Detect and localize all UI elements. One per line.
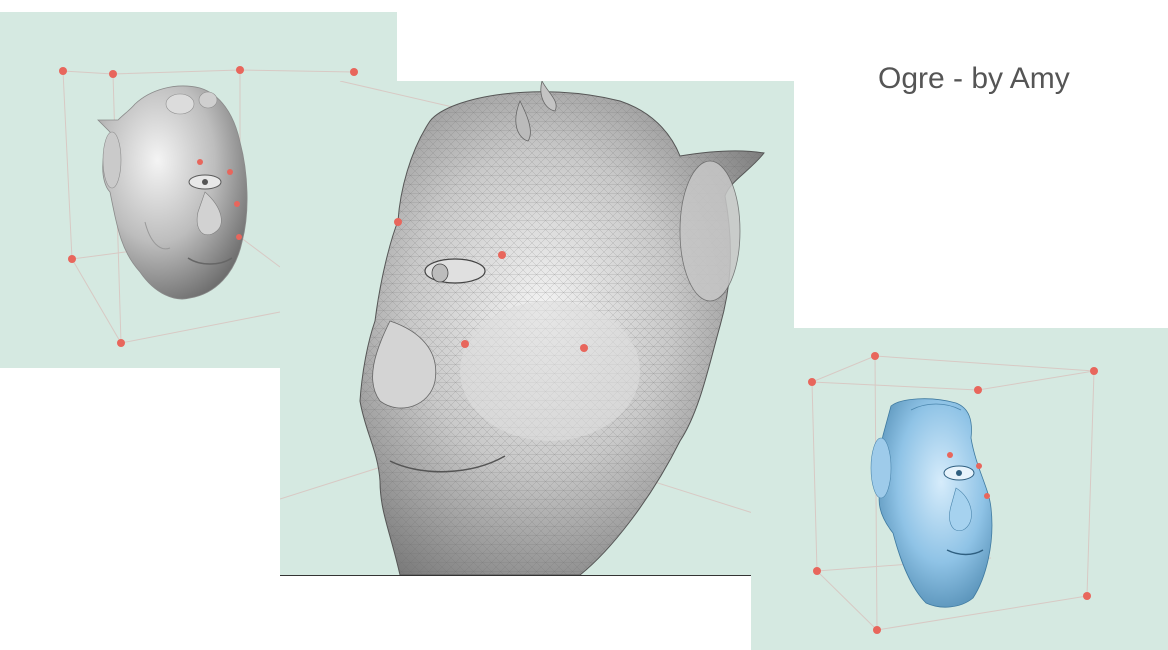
viewport-center[interactable] <box>280 81 794 576</box>
control-point[interactable] <box>974 386 982 394</box>
control-point[interactable] <box>59 67 67 75</box>
viewport-right-canvas[interactable] <box>751 328 1168 650</box>
control-point[interactable] <box>871 352 879 360</box>
control-point[interactable] <box>580 344 588 352</box>
ogre-head-smooth <box>97 85 248 300</box>
control-points[interactable] <box>394 218 588 352</box>
viewport-right[interactable] <box>751 328 1168 650</box>
control-point[interactable] <box>1083 592 1091 600</box>
control-point[interactable] <box>947 452 953 458</box>
control-point[interactable] <box>498 251 506 259</box>
ogre-head-deformed <box>870 398 993 608</box>
control-point[interactable] <box>236 234 242 240</box>
page-title: Ogre - by Amy <box>878 62 1070 95</box>
ogre-head-wireframe <box>359 81 765 575</box>
control-point[interactable] <box>227 169 233 175</box>
control-point[interactable] <box>109 70 117 78</box>
control-points[interactable] <box>59 66 358 347</box>
control-points[interactable] <box>808 352 1098 634</box>
control-point[interactable] <box>461 340 469 348</box>
viewport-center-canvas[interactable] <box>280 81 794 575</box>
control-point[interactable] <box>236 66 244 74</box>
control-point[interactable] <box>808 378 816 386</box>
control-point[interactable] <box>234 201 240 207</box>
control-point[interactable] <box>350 68 358 76</box>
control-point[interactable] <box>873 626 881 634</box>
control-point[interactable] <box>68 255 76 263</box>
control-point[interactable] <box>197 159 203 165</box>
control-point[interactable] <box>394 218 402 226</box>
control-point[interactable] <box>1090 367 1098 375</box>
control-point[interactable] <box>984 493 990 499</box>
control-point[interactable] <box>117 339 125 347</box>
control-point[interactable] <box>976 463 982 469</box>
control-point[interactable] <box>813 567 821 575</box>
